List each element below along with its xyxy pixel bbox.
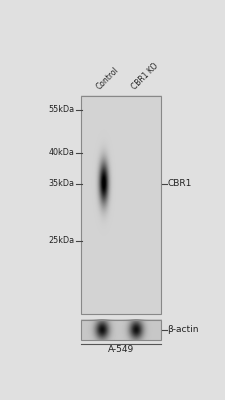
Text: 25kDa: 25kDa	[48, 236, 74, 245]
Bar	[81, 320, 161, 340]
Bar	[81, 96, 161, 314]
Text: CBR1: CBR1	[167, 179, 191, 188]
Text: 55kDa: 55kDa	[48, 105, 74, 114]
Text: A-549: A-549	[108, 345, 134, 354]
Text: 40kDa: 40kDa	[49, 148, 74, 157]
Text: Control: Control	[94, 65, 120, 91]
Text: β-actin: β-actin	[167, 325, 198, 334]
Text: 35kDa: 35kDa	[48, 179, 74, 188]
Text: CBR1 KO: CBR1 KO	[129, 61, 159, 91]
